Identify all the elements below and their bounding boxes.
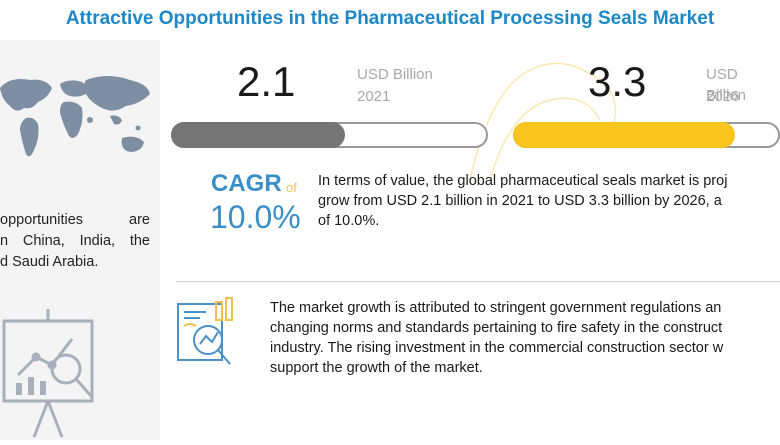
cagr-description-line: grow from USD 2.1 billion in 2021 to USD… [318, 193, 722, 209]
page-title: Attractive Opportunities in the Pharmace… [65, 8, 715, 29]
cagr-value: 10.0% [210, 199, 301, 235]
end-bar-fill [513, 122, 735, 148]
cagr-label: CAGR [211, 170, 282, 197]
growth-description: The market growth is attributed to strin… [270, 298, 723, 378]
growth-description-line: changing norms and standards pertaining … [270, 320, 723, 336]
left-panel: opportunities are n China, India, the d … [0, 40, 160, 440]
analysis-chart-icon [177, 297, 233, 365]
cagr-description: In terms of value, the global pharmaceut… [318, 171, 727, 231]
cagr-description-line: of 10.0%. [318, 213, 380, 229]
cagr-of: of [286, 180, 297, 195]
section-divider [176, 281, 780, 282]
growth-description-line: The market growth is attributed to strin… [270, 300, 722, 316]
cagr-description-line: In terms of value, the global pharmaceut… [318, 173, 728, 189]
end-unit: USD Billion [706, 66, 747, 104]
start-unit: USD Billion [357, 66, 433, 83]
start-bar-fill [171, 122, 345, 148]
opportunity-text: opportunities are n China, India, the d … [0, 210, 150, 273]
decorative-swirl [469, 62, 617, 181]
end-value: 3.3 [588, 58, 647, 105]
growth-description-line: industry. The rising investment in the c… [270, 340, 724, 356]
end-year: 2026 [706, 88, 740, 105]
opportunity-line: d Saudi Arabia. [0, 254, 99, 270]
world-map-icon [0, 76, 150, 157]
presentation-chart-icon [2, 309, 94, 438]
start-year: 2021 [357, 88, 391, 105]
opportunity-line: opportunities are [0, 212, 150, 228]
start-value: 2.1 [237, 58, 296, 105]
opportunity-line: n China, India, the [0, 233, 150, 249]
growth-description-line: support the growth of the market. [270, 360, 483, 376]
